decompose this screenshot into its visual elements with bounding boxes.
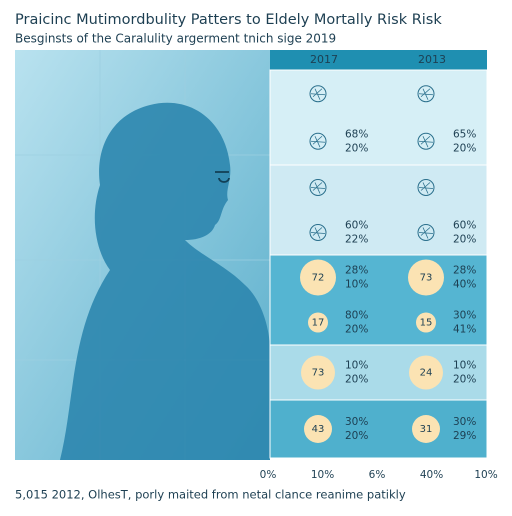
stat: 80% bbox=[345, 310, 368, 322]
stat: 30% bbox=[453, 416, 476, 428]
badge bbox=[409, 355, 443, 390]
badge-label: 15 bbox=[420, 318, 433, 329]
icon-detail bbox=[310, 182, 326, 194]
badge-label: 24 bbox=[420, 368, 433, 379]
axis-label: 40% bbox=[420, 469, 443, 481]
stat: 20% bbox=[345, 324, 368, 336]
stat: 29% bbox=[453, 430, 476, 442]
glasses bbox=[215, 171, 230, 183]
row-bg bbox=[269, 69, 488, 166]
icon-detail bbox=[418, 135, 434, 148]
icon bbox=[417, 132, 435, 150]
stat: 20% bbox=[453, 374, 476, 386]
stat: 10% bbox=[453, 360, 476, 372]
column-header: 2013 bbox=[418, 53, 446, 66]
icon bbox=[417, 179, 435, 196]
stat: 20% bbox=[345, 142, 368, 154]
badge bbox=[308, 312, 328, 333]
axis-label: 0% bbox=[260, 469, 277, 481]
stat: 30% bbox=[345, 416, 368, 428]
icon-detail bbox=[310, 135, 326, 148]
stat: 20% bbox=[453, 234, 476, 246]
icon-detail bbox=[310, 88, 326, 100]
stat: 65% bbox=[453, 128, 476, 140]
title: Praicinc Mutimordbulity Patters to Eldel… bbox=[15, 12, 442, 28]
badge bbox=[416, 312, 436, 333]
stat: 40% bbox=[453, 279, 476, 291]
axis-label: 10% bbox=[311, 469, 334, 481]
stat: 30% bbox=[453, 310, 476, 322]
icon bbox=[417, 85, 435, 103]
footer: 5,015 2012, OlhesT, porly maited from ne… bbox=[15, 488, 406, 502]
icon-detail bbox=[418, 227, 434, 239]
silhouette bbox=[60, 102, 270, 460]
stat: 28% bbox=[453, 265, 476, 277]
stat: 60% bbox=[453, 220, 476, 232]
icon bbox=[309, 132, 327, 150]
stat: 10% bbox=[345, 279, 368, 291]
stat: 20% bbox=[345, 374, 368, 386]
badge bbox=[300, 259, 336, 296]
icon bbox=[417, 224, 435, 241]
badge-label: 73 bbox=[420, 273, 433, 284]
stat: 22% bbox=[345, 234, 368, 246]
badge-label: 17 bbox=[312, 318, 325, 329]
badge-label: 72 bbox=[312, 273, 325, 284]
badge bbox=[408, 259, 444, 296]
badge-label: 43 bbox=[312, 424, 325, 435]
row-bg bbox=[269, 399, 488, 459]
icon bbox=[309, 179, 327, 196]
icon-detail bbox=[418, 88, 434, 100]
icon bbox=[309, 224, 327, 241]
axis-label: 6% bbox=[369, 469, 386, 481]
stat: 68% bbox=[345, 128, 368, 140]
badge bbox=[301, 355, 335, 390]
axis-label: 10% bbox=[474, 469, 497, 481]
row-bg bbox=[269, 164, 488, 256]
badge bbox=[412, 415, 440, 443]
badge-label: 31 bbox=[420, 424, 433, 435]
stat: 28% bbox=[345, 265, 368, 277]
badge-label: 73 bbox=[312, 368, 325, 379]
table: 2017 2013 68% 20% 65% 20% 60% 22% 60% 20% 72 28% 10%… bbox=[269, 50, 488, 459]
subtitle: Besginsts of the Caralulity argerment tn… bbox=[15, 32, 336, 46]
icon-detail bbox=[418, 182, 434, 194]
badge bbox=[304, 415, 332, 443]
icon bbox=[309, 85, 327, 103]
stat: 60% bbox=[345, 220, 368, 232]
stat: 20% bbox=[453, 142, 476, 154]
stat: 10% bbox=[345, 360, 368, 372]
icon-detail bbox=[310, 227, 326, 239]
stat: 20% bbox=[345, 430, 368, 442]
header-row bbox=[270, 50, 487, 70]
stat: 41% bbox=[453, 324, 476, 336]
column-header: 2017 bbox=[310, 53, 338, 66]
